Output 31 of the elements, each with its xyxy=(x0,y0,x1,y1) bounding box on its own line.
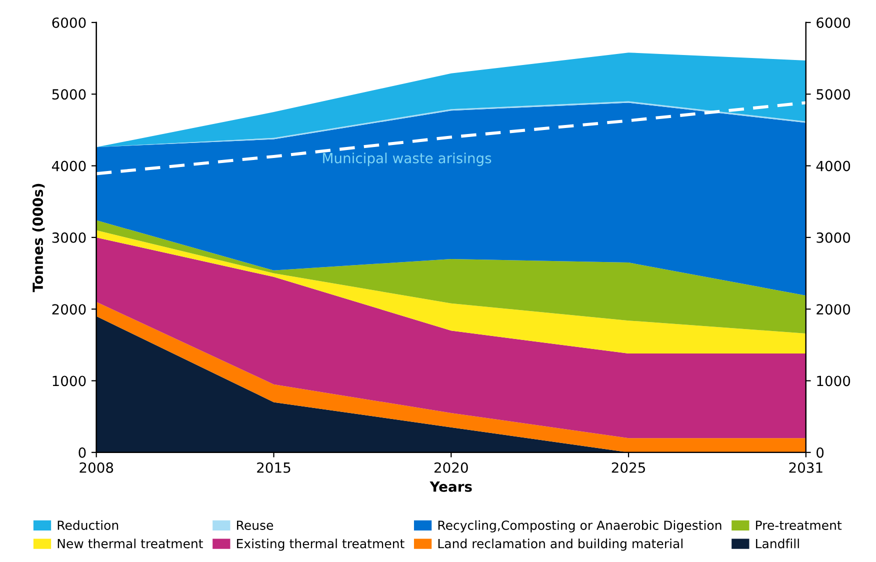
legend-label: Pre-treatment xyxy=(756,520,842,530)
x-tick-label: 2025 xyxy=(612,462,645,473)
y-tick-label: 3000 xyxy=(52,232,86,243)
legend-label: New thermal treatment xyxy=(58,538,203,548)
y2-tick-label: 0 xyxy=(816,447,824,458)
y-tick-label: 6000 xyxy=(52,17,86,28)
y-tick-label: 5000 xyxy=(52,89,86,100)
y2-tick-label: 1000 xyxy=(817,376,850,386)
y-axis-title: Tonnes (000s) xyxy=(32,184,45,292)
series-label: Municipal waste arisings xyxy=(323,152,492,166)
x-axis-title: Years xyxy=(430,482,472,492)
legend-label: Land reclamation and building material xyxy=(438,538,682,551)
x-tick-label: 2008 xyxy=(80,462,114,473)
y2-tick-label: 5000 xyxy=(816,89,850,100)
y2-tick-label: 2000 xyxy=(816,304,850,315)
x-tick-label: 2020 xyxy=(434,462,468,473)
legend-label: Reduction xyxy=(58,520,118,530)
y-tick-label: 2000 xyxy=(52,304,86,315)
y-tick-label: 4000 xyxy=(52,160,86,172)
legend-label: Landfill xyxy=(756,538,799,548)
legend-label: Recycling,Composting or Anaerobic Digestion xyxy=(438,520,722,532)
y2-tick-label: 4000 xyxy=(816,160,850,172)
line-series xyxy=(96,101,806,176)
legend-label: Existing thermal treatment xyxy=(237,538,404,551)
x-tick-label: 2031 xyxy=(789,462,822,473)
y-tick-label: 0 xyxy=(78,447,86,458)
legend-label: Reuse xyxy=(237,520,274,530)
x-tick-label: 2015 xyxy=(257,462,290,473)
y-tick-label: 1000 xyxy=(52,376,86,386)
y2-tick-label: 3000 xyxy=(816,232,850,243)
y2-tick-label: 6000 xyxy=(816,17,850,28)
